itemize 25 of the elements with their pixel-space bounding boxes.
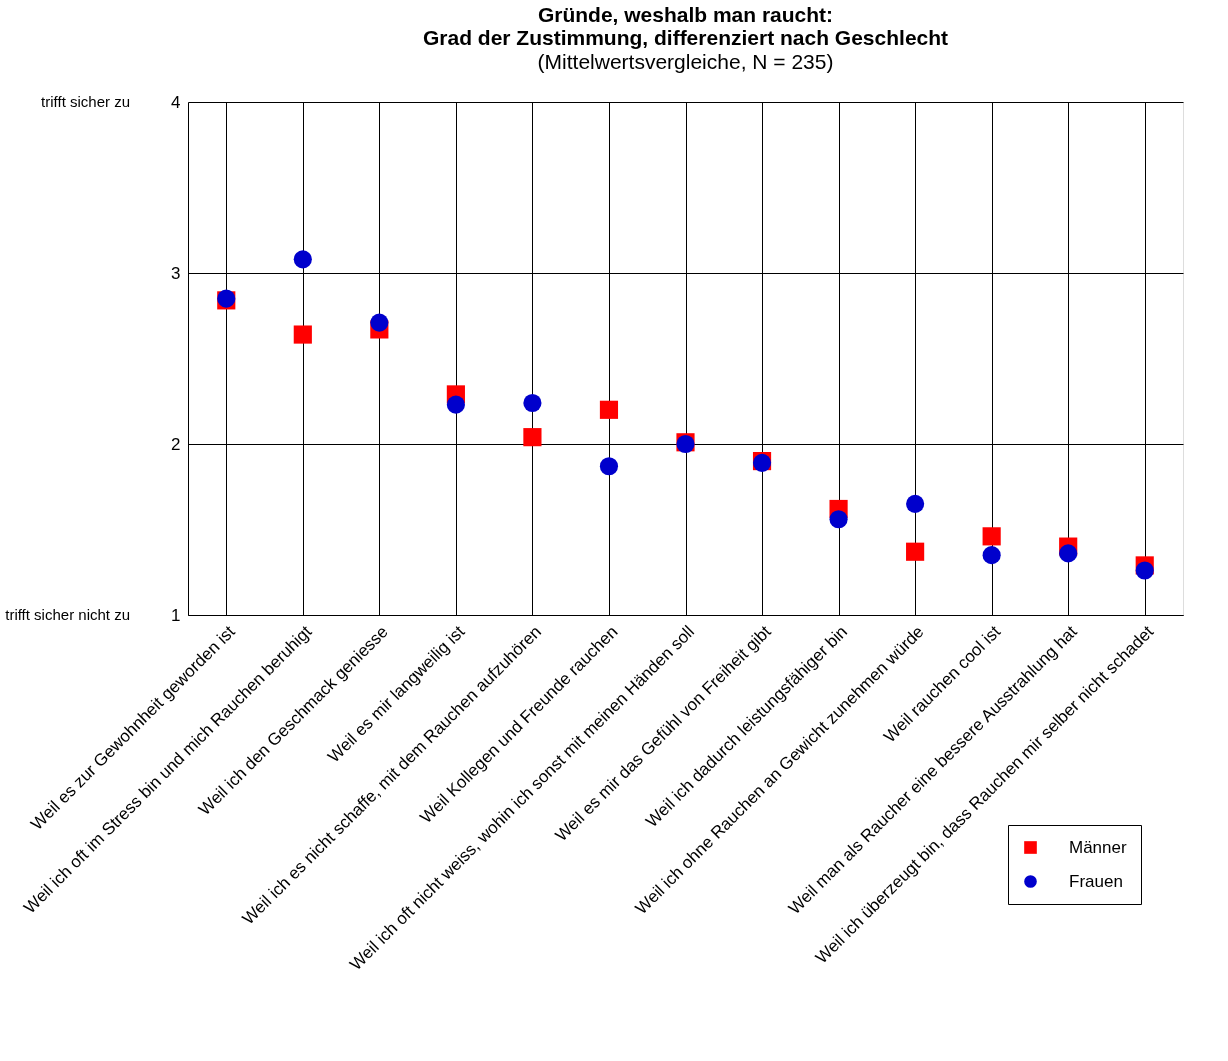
- point: [293, 250, 312, 269]
- point: [906, 494, 925, 513]
- point: [982, 527, 1001, 546]
- text: trifft sicher nicht zu: [5, 606, 130, 623]
- point: [906, 542, 925, 561]
- point: [446, 395, 465, 414]
- chart-subtitle: (Mittelwertsvergleiche, N = 235): [537, 50, 834, 73]
- point: [982, 546, 1001, 565]
- point: [599, 457, 619, 476]
- y-tick-label: 4: [171, 92, 181, 112]
- point: [829, 510, 848, 529]
- y-tick-label: 1: [171, 605, 181, 625]
- legend-label: Männer: [1069, 837, 1127, 857]
- point: [599, 400, 619, 419]
- legend-label: Frauen: [1069, 871, 1123, 891]
- y-tick-label: 3: [171, 263, 181, 283]
- point: [523, 393, 542, 413]
- point: [1059, 544, 1078, 563]
- y-tick-label: 2: [171, 434, 181, 454]
- text: trifft sicher zu: [41, 93, 130, 110]
- point: [370, 313, 389, 332]
- chart-title: Gründe, weshalb man raucht: Grad der Zustimmung, differenziert nach Geschlecht: [422, 3, 949, 49]
- point: [523, 428, 542, 447]
- point: [1135, 561, 1154, 580]
- point: [293, 325, 312, 344]
